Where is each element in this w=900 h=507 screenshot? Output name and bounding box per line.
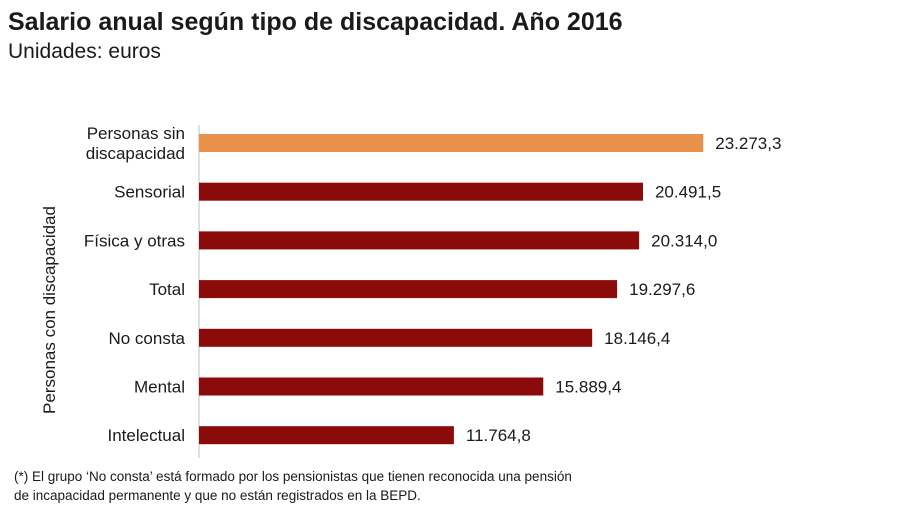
bar-0 — [199, 134, 704, 152]
value-label: 15.889,4 — [555, 378, 621, 397]
footnote: (*) El grupo ‘No consta’ está formado po… — [14, 467, 714, 505]
chart-subtitle: Unidades: euros — [8, 40, 161, 63]
value-label: 23.273,3 — [715, 134, 781, 153]
value-label: 11.764,8 — [466, 426, 531, 445]
value-label: 20.314,0 — [651, 231, 717, 250]
category-label: Mental — [134, 378, 185, 397]
bar-chart: Personas con discapacidad 23.273,3 Person… — [40, 124, 781, 458]
category-label: discapacidad — [86, 144, 185, 163]
footnote-line-2: de incapacidad permanente y que no están… — [14, 488, 421, 503]
bar-4 — [199, 328, 593, 347]
chart-title: Salario anual según tipo de discapacidad… — [8, 8, 623, 36]
footnote-line-1: (*) El grupo ‘No consta’ está formado po… — [14, 469, 572, 484]
bar-5 — [199, 377, 544, 396]
y-axis-title: Personas con discapacidad — [40, 206, 59, 414]
bar-6 — [199, 426, 454, 445]
value-label: 20.491,5 — [655, 183, 721, 202]
value-label: 18.146,4 — [604, 329, 670, 348]
category-label: Sensorial — [114, 183, 185, 202]
bar-3 — [199, 280, 618, 299]
bar-1 — [199, 182, 643, 201]
category-label: Física y otras — [84, 231, 185, 250]
bar-2 — [199, 231, 640, 250]
category-label: Intelectual — [108, 426, 186, 445]
value-label: 19.297,6 — [629, 280, 695, 299]
category-label: Total — [149, 280, 185, 299]
category-label: Personas sin — [87, 124, 185, 143]
category-label: No consta — [108, 329, 185, 348]
